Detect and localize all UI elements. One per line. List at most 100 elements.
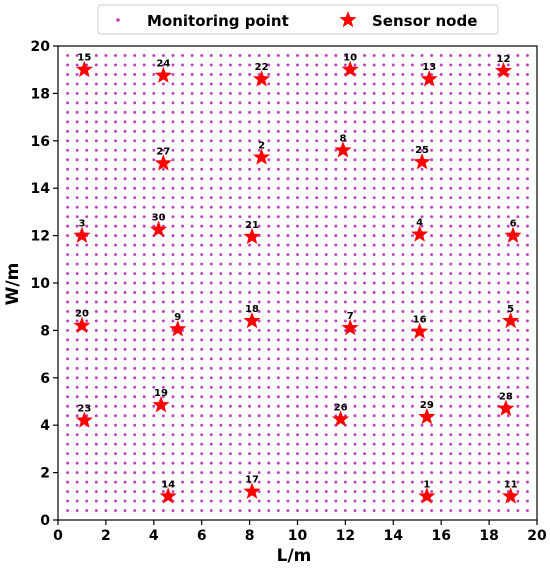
monitoring-point [305, 471, 309, 475]
monitoring-point [468, 158, 472, 162]
monitoring-point [209, 281, 213, 285]
monitoring-point [487, 167, 491, 171]
sensor-node-label-9: 9 [174, 312, 181, 323]
monitoring-point [75, 177, 79, 181]
monitoring-point [267, 395, 271, 399]
monitoring-point [228, 72, 232, 76]
monitoring-point [411, 404, 414, 408]
monitoring-point [171, 357, 175, 361]
monitoring-point [516, 480, 520, 484]
monitoring-point [123, 395, 127, 399]
monitoring-point [257, 139, 261, 143]
monitoring-point [363, 452, 367, 456]
monitoring-point [449, 385, 453, 389]
monitoring-point [200, 148, 204, 152]
monitoring-point [161, 338, 165, 342]
monitoring-point [449, 129, 453, 133]
sensor-node-star-11 [502, 487, 520, 504]
monitoring-point [181, 72, 184, 76]
monitoring-point [468, 205, 472, 209]
monitoring-point [506, 309, 510, 313]
monitoring-point [506, 177, 510, 181]
monitoring-point [142, 54, 146, 57]
sensor-node-label-24: 24 [156, 59, 170, 70]
monitoring-point [305, 253, 309, 257]
monitoring-point [458, 167, 462, 171]
y-tick-label: 0 [40, 513, 50, 529]
monitoring-point [123, 480, 127, 484]
monitoring-point [363, 215, 367, 219]
monitoring-point [267, 63, 271, 67]
monitoring-point [133, 357, 137, 361]
monitoring-point [487, 101, 491, 105]
monitoring-point [190, 177, 194, 181]
monitoring-point [506, 423, 510, 427]
monitoring-point [353, 139, 357, 143]
monitoring-point [209, 461, 213, 465]
monitoring-point [75, 423, 79, 427]
monitoring-point [516, 433, 520, 437]
monitoring-point [142, 120, 146, 124]
monitoring-point [468, 395, 472, 399]
monitoring-point [171, 177, 175, 181]
monitoring-point [276, 205, 280, 209]
monitoring-point [478, 158, 481, 162]
monitoring-point [305, 139, 309, 143]
monitoring-point [305, 91, 309, 95]
monitoring-point [324, 338, 328, 342]
monitoring-point [382, 385, 386, 389]
sensor-node-star-25 [413, 153, 431, 170]
monitoring-point [382, 262, 386, 266]
monitoring-point [487, 357, 491, 361]
monitoring-point [171, 205, 175, 209]
monitoring-point [104, 281, 108, 285]
monitoring-point [411, 72, 414, 76]
monitoring-point [363, 129, 367, 133]
monitoring-point [75, 272, 79, 275]
monitoring-point [430, 328, 434, 332]
monitoring-point [152, 253, 156, 257]
monitoring-point [478, 433, 481, 437]
y-tick-label: 4 [40, 418, 50, 434]
monitoring-point [171, 471, 175, 475]
monitoring-point [449, 91, 453, 95]
monitoring-point [391, 471, 395, 475]
monitoring-point [171, 224, 175, 228]
monitoring-point [276, 281, 280, 285]
monitoring-point [219, 167, 223, 171]
monitoring-point [248, 357, 252, 361]
monitoring-point [305, 328, 309, 332]
monitoring-point [458, 291, 462, 294]
monitoring-point [420, 243, 424, 247]
monitoring-point [478, 281, 481, 285]
monitoring-point [353, 243, 357, 247]
monitoring-point [286, 129, 290, 133]
monitoring-point [85, 243, 89, 247]
monitoring-point [305, 110, 309, 114]
monitoring-point [276, 499, 280, 503]
monitoring-point [506, 224, 510, 228]
monitoring-point [152, 376, 156, 380]
monitoring-point [85, 490, 89, 494]
monitoring-point [506, 158, 510, 162]
monitoring-point [315, 196, 319, 200]
monitoring-point [133, 253, 137, 257]
monitoring-point [516, 139, 520, 143]
monitoring-point [449, 63, 453, 67]
monitoring-point [401, 63, 405, 67]
monitoring-point [382, 300, 386, 304]
monitoring-point [209, 499, 213, 503]
monitoring-point [248, 338, 252, 342]
monitoring-point [372, 262, 376, 266]
monitoring-point [525, 309, 529, 313]
monitoring-point [468, 291, 472, 294]
monitoring-point [334, 461, 338, 465]
monitoring-point [487, 253, 491, 257]
monitoring-point [94, 300, 98, 304]
monitoring-point [238, 101, 242, 105]
monitoring-point [458, 186, 462, 190]
monitoring-point [430, 234, 434, 238]
monitoring-point [248, 461, 252, 465]
monitoring-point [296, 461, 299, 465]
monitoring-point [401, 82, 405, 86]
